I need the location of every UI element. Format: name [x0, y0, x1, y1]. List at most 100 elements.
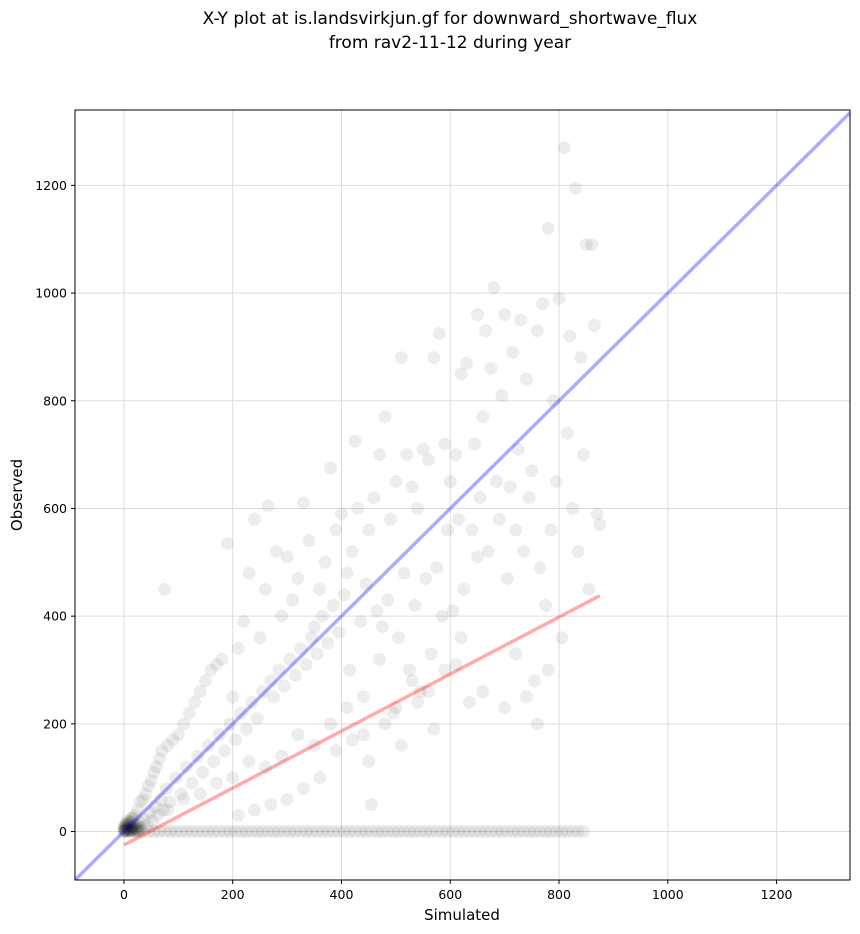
data-point: [457, 825, 471, 839]
data-point: [435, 609, 449, 623]
data-point: [566, 825, 580, 839]
data-point: [563, 329, 577, 343]
y-tick-label: 0: [59, 824, 67, 839]
data-point: [307, 738, 321, 752]
y-tick-label: 600: [43, 501, 67, 516]
data-point: [117, 824, 131, 838]
data-point: [141, 779, 155, 793]
data-point: [288, 825, 302, 839]
data-point: [522, 825, 536, 839]
data-point: [324, 717, 338, 731]
data-point: [394, 738, 408, 752]
data-point: [283, 825, 297, 839]
data-point: [258, 760, 272, 774]
data-point: [468, 825, 482, 839]
data-point: [506, 345, 520, 359]
grid: [75, 110, 850, 880]
data-point: [351, 501, 365, 515]
data-point: [212, 728, 226, 742]
data-point: [354, 615, 368, 629]
chart-subtitle: from rav2-11-12 during year: [329, 33, 571, 53]
data-point: [530, 717, 544, 731]
data-point: [119, 824, 133, 838]
data-point: [571, 825, 585, 839]
data-point: [552, 291, 566, 305]
data-point: [131, 825, 145, 839]
data-point: [121, 816, 135, 830]
data-point: [394, 351, 408, 365]
data-point: [267, 825, 281, 839]
data-point: [204, 663, 218, 677]
data-point: [152, 825, 166, 839]
data-point: [159, 781, 173, 795]
data-point: [500, 571, 514, 585]
data-point: [196, 825, 210, 839]
data-point: [541, 663, 555, 677]
data-point: [280, 550, 294, 564]
data-point: [435, 825, 449, 839]
data-point: [484, 361, 498, 375]
data-point: [264, 798, 278, 812]
data-point: [381, 593, 395, 607]
data-point: [536, 297, 550, 311]
data-point: [446, 825, 460, 839]
data-point: [220, 536, 234, 550]
data-point: [465, 523, 479, 537]
data-point: [416, 442, 430, 456]
x-axis-ticks: 0 200 400 600 800 1000 1200: [120, 880, 793, 902]
data-point: [544, 523, 558, 537]
data-point: [171, 728, 185, 742]
data-point: [136, 792, 150, 806]
data-point: [402, 825, 416, 839]
data-point: [147, 765, 161, 779]
data-point: [123, 820, 137, 834]
data-point: [245, 825, 259, 839]
data-point: [134, 820, 148, 834]
data-point: [126, 821, 140, 835]
data-point: [356, 728, 370, 742]
data-point: [185, 825, 199, 839]
data-point: [190, 825, 204, 839]
data-point: [538, 825, 552, 839]
data-point: [495, 825, 509, 839]
data-point: [133, 795, 147, 809]
data-point: [462, 695, 476, 709]
data-point: [326, 825, 340, 839]
data-point: [476, 410, 490, 424]
data-point: [315, 825, 329, 839]
data-point: [296, 781, 310, 795]
data-points: [117, 141, 607, 839]
data-point: [272, 825, 286, 839]
data-point: [286, 593, 300, 607]
data-point: [120, 814, 134, 828]
data-point: [519, 690, 533, 704]
data-point: [533, 825, 547, 839]
data-point: [577, 825, 591, 839]
data-point: [201, 738, 215, 752]
data-point: [481, 545, 495, 559]
data-point: [373, 652, 387, 666]
data-point: [132, 815, 146, 829]
data-point: [321, 825, 335, 839]
data-point: [275, 609, 289, 623]
data-point: [156, 803, 170, 817]
data-point: [332, 625, 346, 639]
data-point: [291, 728, 305, 742]
data-point: [120, 822, 134, 836]
data-point: [370, 825, 384, 839]
data-point: [422, 453, 436, 467]
data-point: [212, 825, 226, 839]
data-point: [209, 776, 223, 790]
x-tick-label: 0: [120, 887, 128, 902]
data-point: [160, 738, 174, 752]
data-point: [430, 561, 444, 575]
data-point: [386, 825, 400, 839]
data-point: [245, 695, 259, 709]
data-point: [479, 324, 493, 338]
data-point: [120, 820, 134, 834]
data-point: [155, 744, 169, 758]
data-point: [223, 825, 237, 839]
y-tick-label: 1200: [35, 178, 67, 193]
data-point: [498, 701, 512, 715]
